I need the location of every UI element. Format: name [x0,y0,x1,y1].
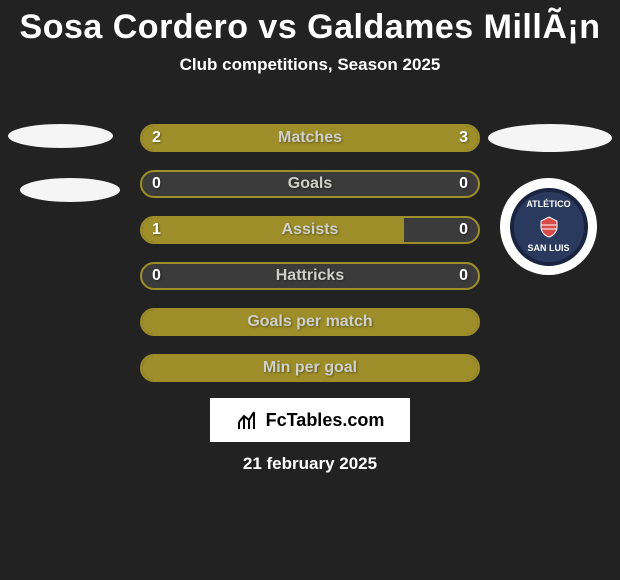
stat-value-left: 1 [152,218,161,242]
stat-value-left: 0 [152,172,161,196]
club-badge-line2: SAN LUIS [527,244,569,254]
club-badge-line1: ATLÉTICO [526,200,570,210]
stat-label: Min per goal [142,356,478,380]
stat-label: Assists [142,218,478,242]
club-badge-inner: ATLÉTICO SAN LUIS [510,188,588,266]
player-right-photo-placeholder [488,124,612,152]
stat-label: Hattricks [142,264,478,288]
brand-watermark: FcTables.com [210,398,410,442]
stat-row: Goals0 0 [140,170,480,198]
brand-text: FcTables.com [266,410,385,431]
club-badge: ATLÉTICO SAN LUIS [500,178,597,275]
page-subtitle: Club competitions, Season 2025 [0,55,620,75]
stat-label: Goals per match [142,310,478,334]
player-left-photo-placeholder-2 [20,178,120,202]
stat-row: Hattricks0 0 [140,262,480,290]
stat-value-right: 3 [459,126,468,150]
stat-row: Matches2 3 [140,124,480,152]
generated-date: 21 february 2025 [0,454,620,474]
stat-row: Goals per match [140,308,480,336]
stat-value-left: 2 [152,126,161,150]
stats-comparison: Matches23Goals00Assists10Hattricks00Goal… [140,124,480,400]
stat-value-right: 0 [459,172,468,196]
player-left-photo-placeholder-1 [8,124,113,148]
stat-value-left: 0 [152,264,161,288]
stat-label: Goals [142,172,478,196]
brand-chart-icon [236,408,260,432]
stat-label: Matches [142,126,478,150]
stat-row: Min per goal [140,354,480,382]
stat-value-right: 0 [459,218,468,242]
stat-row: Assists1 0 [140,216,480,244]
stat-value-right: 0 [459,264,468,288]
page-title: Sosa Cordero vs Galdames MillÃ¡n [0,0,620,47]
club-badge-icon [535,213,563,241]
